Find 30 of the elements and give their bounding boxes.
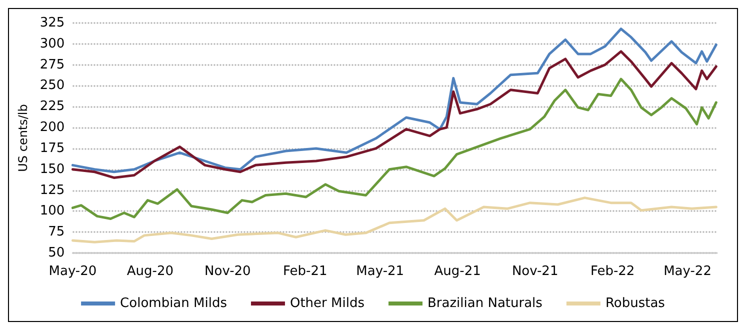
line-series — [71, 50, 718, 179]
x-tick-label: Nov-20 — [204, 264, 251, 279]
x-tick-label: Nov-21 — [512, 264, 558, 279]
legend-label: Colombian Milds — [120, 296, 228, 311]
x-tick-label: May-22 — [664, 264, 712, 279]
x-tick-label: Aug-20 — [126, 264, 174, 279]
x-tick-label: Feb-22 — [590, 264, 635, 279]
y-tick-label: 300 — [40, 36, 65, 52]
line-series — [71, 196, 718, 244]
y-tick-label: 50 — [48, 246, 65, 260]
y-tick-label: 75 — [48, 224, 65, 240]
legend-label: Brazilian Naturals — [427, 296, 543, 311]
y-tick-label: 150 — [40, 162, 65, 177]
x-tick-label: May-20 — [48, 264, 97, 279]
y-tick-label: 125 — [40, 182, 65, 198]
y-tick-label: 100 — [40, 204, 65, 219]
x-tick-label: Aug-21 — [434, 264, 481, 279]
line-series — [71, 78, 718, 220]
y-tick-label: 225 — [40, 99, 65, 114]
legend-label: Robustas — [605, 296, 666, 311]
y-tick-label: 250 — [40, 78, 65, 94]
legend-label: Other Milds — [290, 296, 365, 311]
y-axis-title: US cents/lb — [16, 104, 30, 172]
y-tick-label: 325 — [40, 16, 65, 30]
y-tick-label: 275 — [40, 57, 65, 72]
y-tick-label: 200 — [40, 120, 65, 136]
x-tick-label: Feb-21 — [283, 264, 328, 279]
x-tick-label: May-21 — [356, 264, 404, 279]
line-series — [71, 28, 718, 174]
y-tick-label: 175 — [40, 140, 65, 156]
